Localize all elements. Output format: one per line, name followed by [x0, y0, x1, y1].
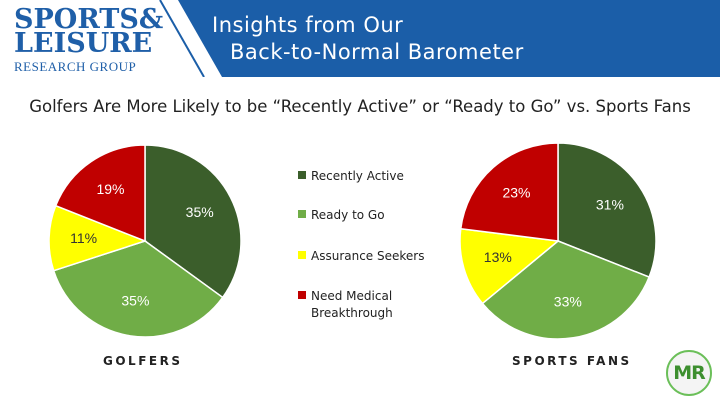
pie-slice-need-medical-breakthrough	[459, 142, 559, 242]
legend-label: Recently Active	[311, 169, 404, 183]
logo-line-3: RESEARCH GROUP	[14, 59, 137, 74]
legend-label: Ready to Go	[311, 208, 385, 222]
legend-label: Need Medical Breakthrough	[311, 289, 393, 320]
pie-chart-golfers: 35% 35% 11% 19%	[48, 144, 242, 338]
header-band-shape	[178, 0, 720, 77]
pie-slice-assurance-seekers	[459, 227, 560, 305]
data-label-need-medical-breakthrough: 23%	[502, 185, 530, 201]
data-label-assurance-seekers: 13%	[484, 249, 512, 265]
pie-slice-recently-active	[144, 144, 242, 299]
pie-slice-need-medical-breakthrough	[54, 144, 146, 243]
chart-title: Golfers Are More Likely to be “Recently …	[29, 97, 691, 116]
data-label-ready-to-go: 35%	[121, 292, 149, 308]
pie-chart-sports-fans: 31% 33% 13% 23%	[459, 142, 657, 340]
header-title-line-2: Back-to-Normal Barometer	[230, 40, 524, 64]
data-label-recently-active: 31%	[596, 196, 624, 212]
pie-slice-ready-to-go	[52, 240, 224, 338]
golfers-chart-label: GOLFERS	[103, 354, 183, 368]
pie-slice-ready-to-go	[481, 240, 651, 340]
legend-swatch-recently-active	[298, 171, 306, 179]
header-title-line-1: Insights from Our	[212, 13, 404, 37]
header-title: Insights from Our Back-to-Normal Baromet…	[212, 12, 524, 66]
company-logo: SPORTS& LEISURE RESEARCH GROUP	[14, 4, 164, 75]
data-label-assurance-seekers: 11%	[70, 230, 97, 246]
logo-line-1: SPORTS&	[14, 4, 164, 35]
sports-fans-chart-label: SPORTS FANS	[512, 354, 632, 368]
legend-swatch-ready-to-go	[298, 210, 306, 218]
header-divider	[159, 0, 205, 77]
data-label-recently-active: 35%	[186, 204, 214, 220]
mr-logo-badge: MR	[666, 350, 712, 396]
data-label-need-medical-breakthrough: 19%	[96, 181, 124, 197]
legend-label: Assurance Seekers	[311, 249, 425, 263]
pie-slice-assurance-seekers	[48, 204, 148, 272]
legend-swatch-need-medical-breakthrough	[298, 291, 306, 299]
logo-line-2: LEISURE	[14, 28, 153, 59]
data-label-ready-to-go: 33%	[554, 294, 582, 310]
pie-slice-recently-active	[557, 142, 657, 279]
legend-swatch-assurance-seekers	[298, 251, 306, 259]
mr-logo-text: MR	[673, 362, 706, 384]
header: SPORTS& LEISURE RESEARCH GROUP Insights …	[0, 0, 720, 77]
header-band	[159, 0, 720, 77]
